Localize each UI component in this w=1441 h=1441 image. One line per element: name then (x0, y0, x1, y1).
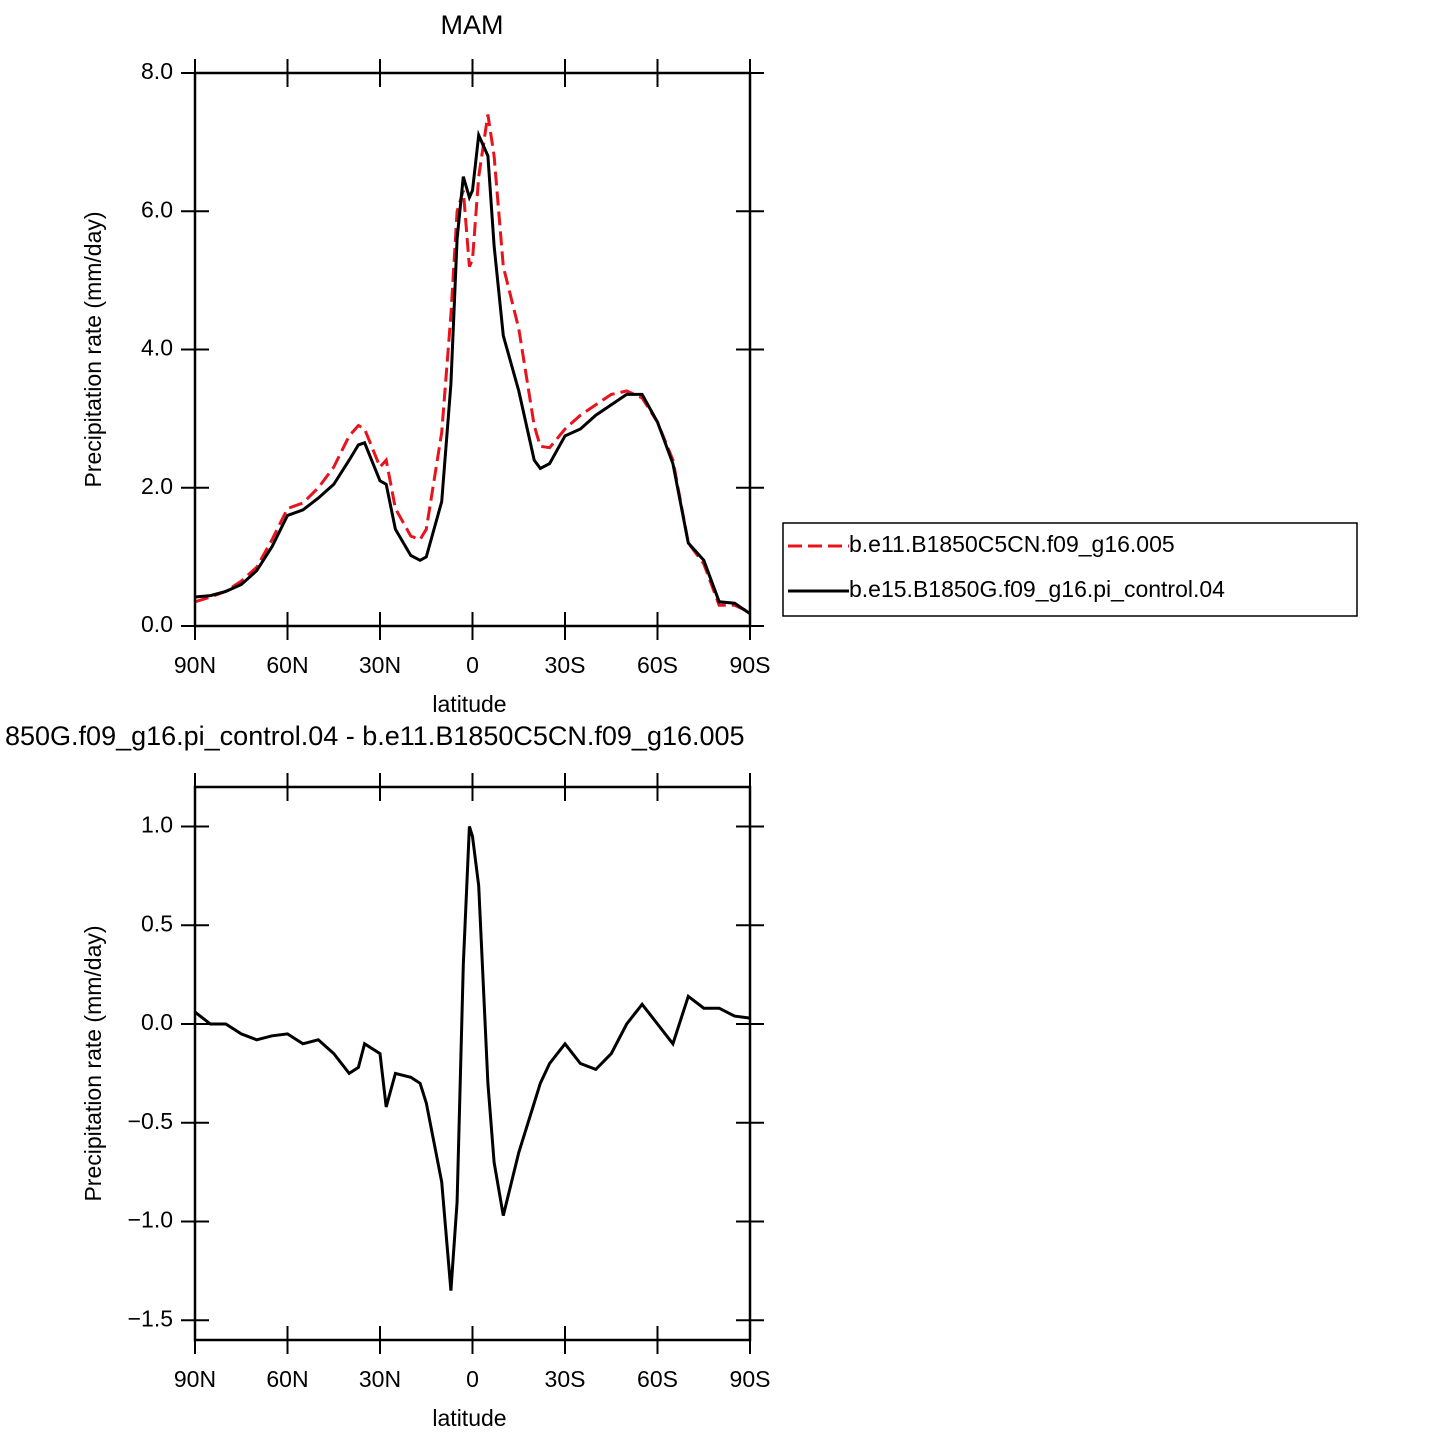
data-line (194, 114, 751, 614)
x-tick-label: 90S (730, 1366, 771, 1392)
y-tick-label: 1.0 (141, 812, 173, 838)
x-tick-label: 30N (359, 1366, 401, 1392)
x-tick-label: 30N (359, 652, 401, 678)
y-tick-label: 2.0 (141, 473, 173, 499)
y-tick-label: 0.0 (141, 1009, 173, 1035)
y-tick-label: −0.5 (128, 1108, 173, 1134)
x-tick-label: 60S (637, 652, 678, 678)
y-tick-label: 8.0 (141, 58, 173, 84)
x-tick-label: 60N (266, 1366, 308, 1392)
data-line (194, 129, 751, 615)
x-tick-label: 90S (730, 652, 771, 678)
plot-frame (193, 71, 752, 628)
x-tick-label: 90N (174, 1366, 216, 1392)
y-axis-label: Precipitation rate (mm/day) (80, 925, 106, 1201)
legend-label: b.e15.B1850G.f09_g16.pi_control.04 (849, 576, 1225, 602)
x-tick-label: 30S (545, 1366, 586, 1392)
chart-title: MAM (441, 10, 504, 40)
legend-label: b.e11.B1850C5CN.f09_g16.005 (849, 531, 1175, 557)
y-tick-label: 0.0 (141, 611, 173, 637)
y-tick-label: 0.5 (141, 910, 173, 936)
x-tick-label: 60N (266, 652, 308, 678)
y-axis-label: Precipitation rate (mm/day) (80, 211, 106, 487)
x-tick-label: 0 (466, 1366, 479, 1392)
x-tick-label: 90N (174, 652, 216, 678)
y-tick-label: −1.0 (128, 1207, 173, 1233)
legend-box (782, 522, 1358, 617)
x-tick-label: 60S (637, 1366, 678, 1392)
plot-frame (193, 785, 752, 1342)
data-line (194, 826, 751, 1291)
x-axis-label: latitude (432, 1405, 506, 1431)
y-tick-label: 4.0 (141, 335, 173, 361)
x-tick-label: 30S (545, 652, 586, 678)
x-axis-label: latitude (432, 691, 506, 717)
chart-title: 850G.f09_g16.pi_control.04 - b.e11.B1850… (5, 721, 745, 751)
y-tick-label: −1.5 (128, 1305, 173, 1331)
y-tick-label: 6.0 (141, 196, 173, 222)
x-tick-label: 0 (466, 652, 479, 678)
